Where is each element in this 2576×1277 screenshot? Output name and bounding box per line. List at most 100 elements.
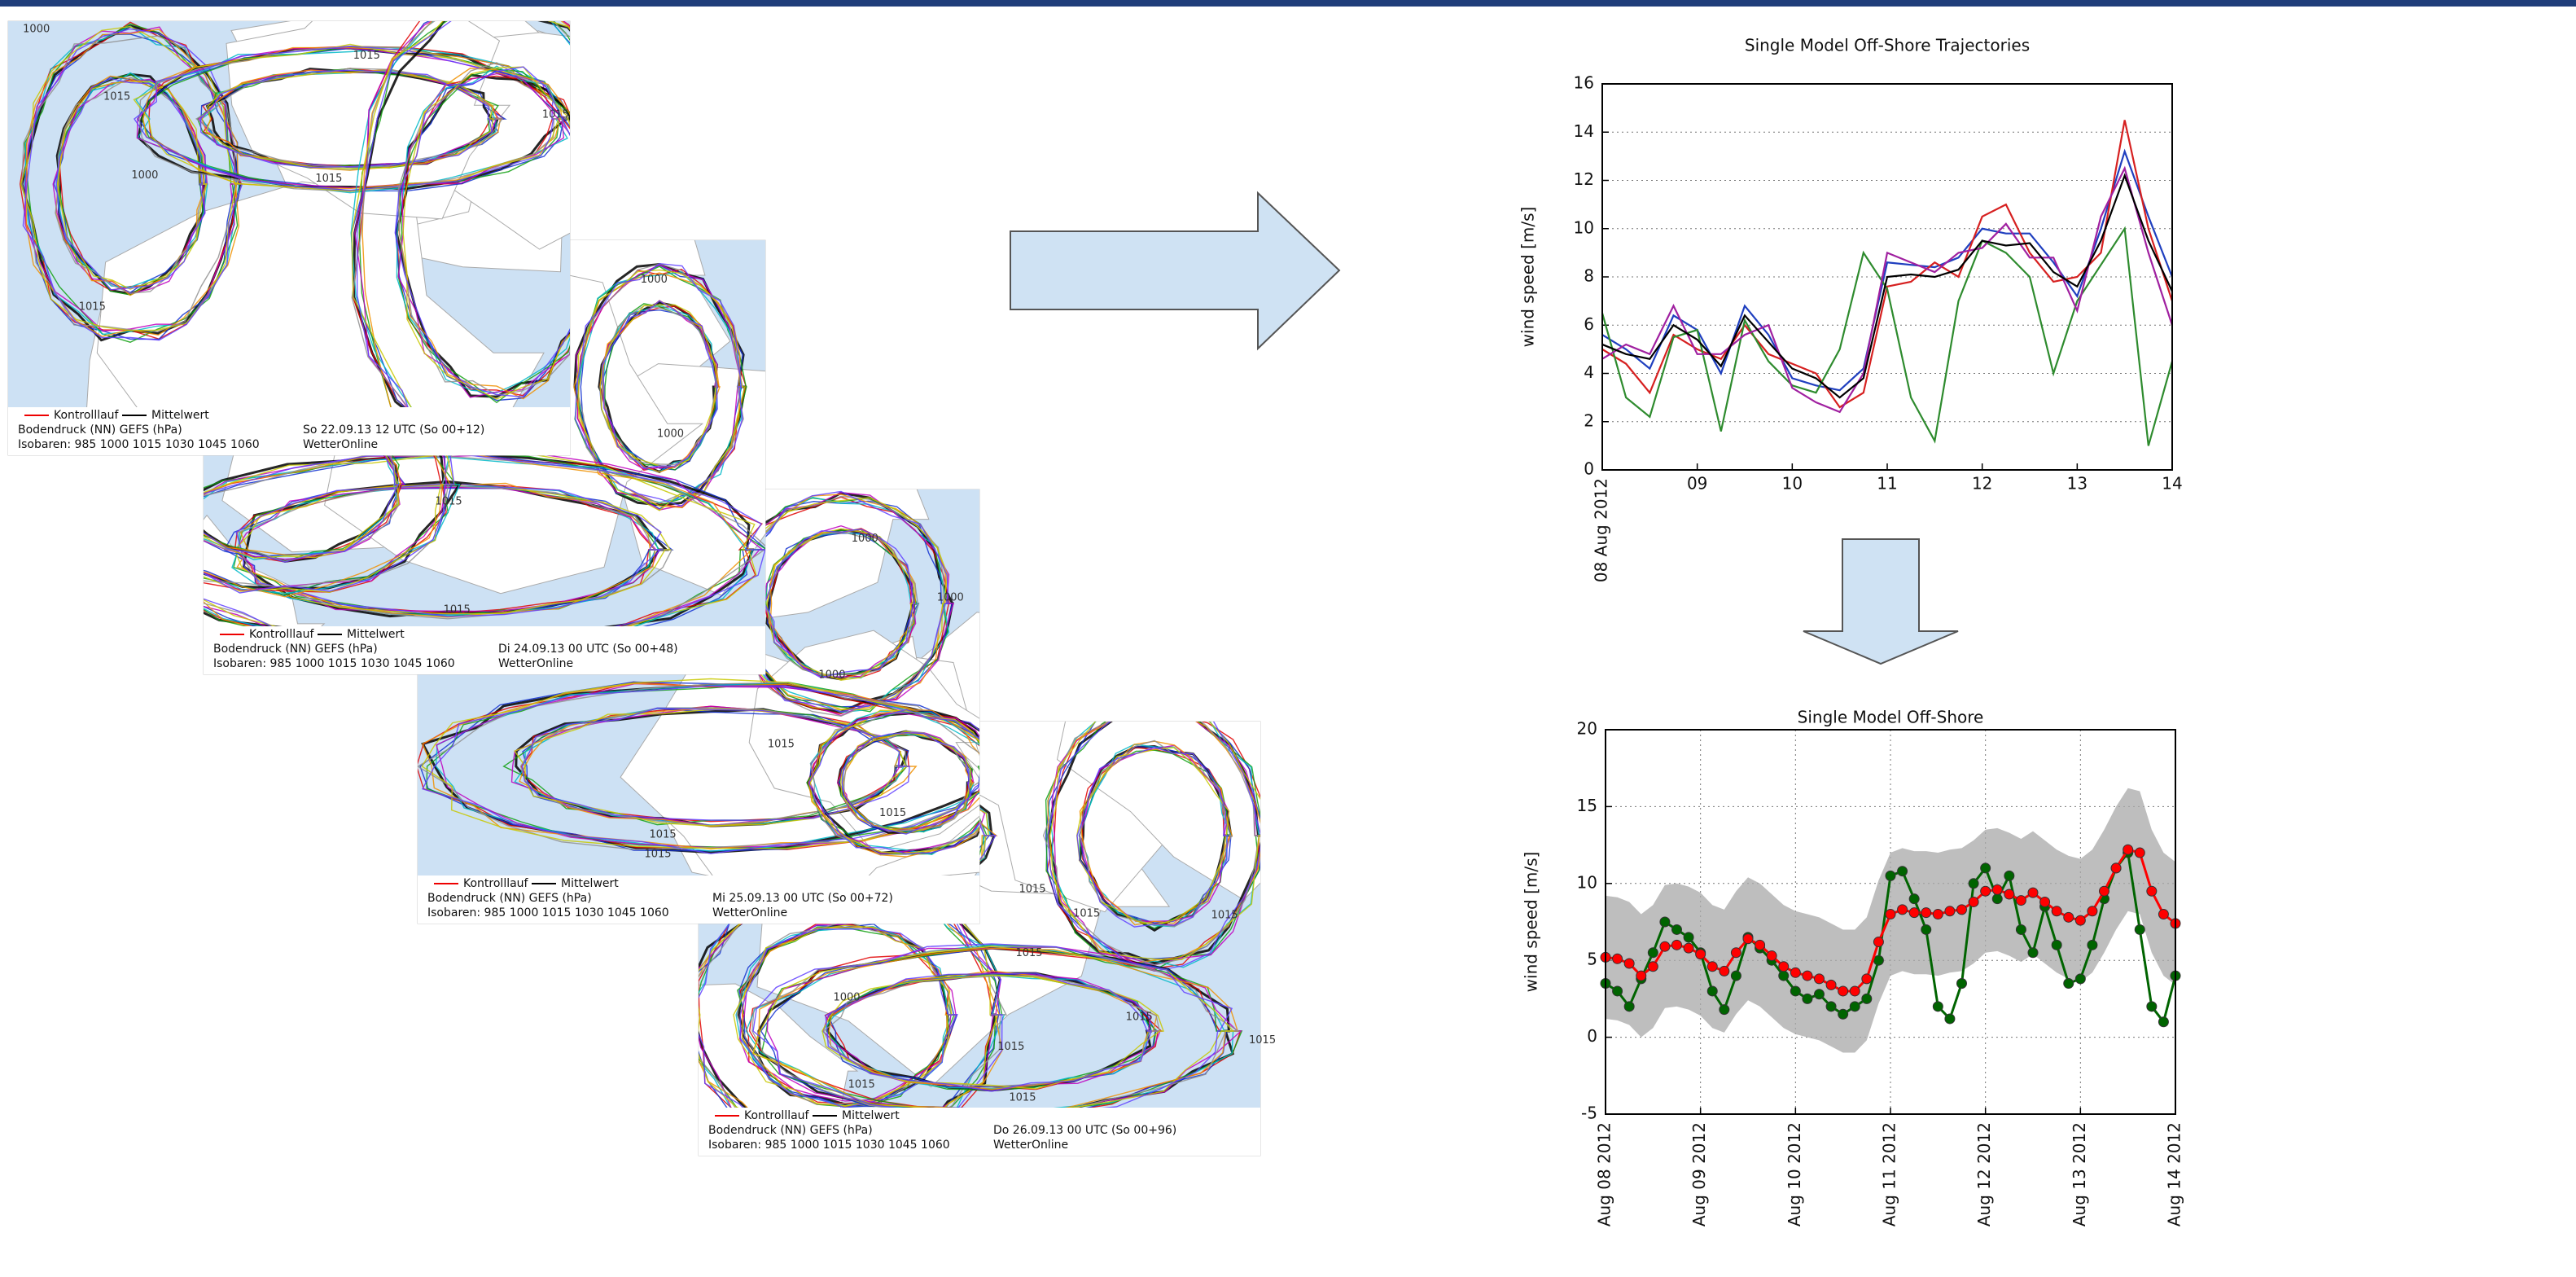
x-tick-label: Aug 11 2012 [1880, 1122, 1899, 1227]
point [1707, 962, 1717, 972]
isobar-label: 1015 [315, 173, 342, 185]
point [1707, 986, 1717, 996]
point [2004, 889, 2014, 899]
x-tick-label: Aug 13 2012 [2070, 1122, 2089, 1227]
isobar-label: 1015 [1015, 947, 1042, 959]
legend-label: Kontrolllauf [249, 628, 315, 641]
isobar-label: 1015 [1019, 883, 1046, 895]
isobar-label: 1015 [997, 1041, 1024, 1053]
isobar-label: 1000 [131, 169, 158, 182]
x-tick-label: 08 Aug 2012 [1592, 478, 1611, 582]
y-tick-label: 10 [1577, 872, 1597, 892]
legend-label: Mittelwert [842, 1109, 900, 1122]
y-tick-label: 2 [1584, 410, 1594, 430]
point [1862, 974, 1872, 984]
point [1909, 894, 1919, 904]
point [2040, 897, 2050, 906]
x-tick-label: 14 [2162, 474, 2182, 494]
map-stack: 1000 1015 1015 1015 1015 1015 1015 1015 1015 1015… [8, 0, 1420, 1176]
legend-label: Mittelwert [561, 877, 619, 890]
isobar-label: 1015 [879, 807, 906, 819]
isobar-label: 1015 [1126, 1012, 1153, 1024]
map-source: WetterOnline [993, 1139, 1068, 1152]
y-tick-label: 14 [1574, 121, 1594, 141]
point [2075, 974, 2085, 984]
point [1826, 1002, 1836, 1012]
point [1992, 884, 2002, 894]
y-tick-label: 6 [1584, 314, 1594, 334]
y-tick-label: -5 [1581, 1104, 1597, 1123]
point [1790, 986, 1800, 996]
isobar-label: 1015 [644, 848, 671, 860]
point [2016, 924, 2026, 934]
isobar-label: 1000 [657, 428, 684, 441]
point [1981, 886, 1991, 896]
map-time: Di 24.09.13 00 UTC (So 00+48) [498, 643, 678, 656]
legend-label: Kontrolllauf [54, 409, 120, 422]
point [1945, 906, 1955, 916]
point [2028, 888, 2038, 897]
point [1826, 980, 1836, 990]
isobar-label: 1000 [641, 274, 668, 286]
y-tick-label: 0 [1587, 1026, 1597, 1046]
x-tick-label: 12 [1972, 474, 1992, 494]
point [2158, 1017, 2168, 1027]
y-tick-label: 15 [1577, 796, 1597, 815]
point [1921, 924, 1931, 934]
point [1672, 924, 1682, 934]
point [1648, 948, 1658, 958]
point [1969, 897, 1978, 906]
point [1898, 867, 1908, 876]
isobar-label: 1015 [103, 90, 130, 103]
point [2088, 906, 2097, 916]
y-tick-label: 20 [1577, 719, 1597, 739]
y-tick-label: 16 [1574, 73, 1594, 93]
point [1636, 971, 1646, 981]
point [1684, 933, 1693, 942]
isobar-label: 1000 [852, 533, 878, 545]
point [2135, 848, 2144, 858]
map-source: WetterOnline [498, 657, 573, 670]
point [2004, 871, 2014, 880]
y-tick-label: 12 [1574, 169, 1594, 189]
point [1767, 951, 1776, 961]
map-time: Mi 25.09.13 00 UTC (So 00+72) [712, 892, 893, 905]
y-tick-label: 5 [1587, 950, 1597, 969]
slide: 1000101510151015101510151015101510151015… [0, 0, 2576, 1277]
point [1790, 968, 1800, 977]
point [1957, 905, 1967, 915]
isobar-label: 1015 [1073, 908, 1100, 920]
point [2028, 948, 2038, 958]
caption: Bodendruck (NN) GEFS (hPa) [18, 423, 182, 437]
point [1933, 910, 1943, 919]
caption: Isobaren: 985 1000 1015 1030 1045 1060 [708, 1139, 950, 1152]
page: {"maps":[ {"legend":["Kontrolllauf","Mit… [0, 0, 2576, 1277]
x-tick-label: 11 [1877, 474, 1897, 494]
point [2075, 915, 2085, 925]
isobar-label: 1000 [937, 592, 964, 604]
point [1648, 962, 1658, 972]
caption: Isobaren: 985 1000 1015 1030 1045 1060 [213, 657, 455, 670]
y-axis-label: wind speed [m/s] [1518, 207, 1538, 348]
x-tick-label: Aug 12 2012 [1974, 1122, 1994, 1227]
point [1779, 971, 1789, 981]
caption: Isobaren: 985 1000 1015 1030 1045 1060 [427, 906, 669, 919]
isobar-label: 1015 [444, 604, 471, 617]
caption: Bodendruck (NN) GEFS (hPa) [427, 892, 592, 905]
y-tick-label: 4 [1584, 362, 1594, 382]
point [1850, 986, 1860, 996]
legend-label: Kontrolllauf [463, 877, 529, 890]
y-tick-label: 0 [1584, 459, 1594, 479]
isobar-label: 1015 [436, 495, 462, 507]
x-tick-label: Aug 10 2012 [1785, 1122, 1804, 1227]
point [2158, 910, 2168, 919]
point [2088, 940, 2097, 950]
point [1613, 986, 1623, 996]
point [1624, 1002, 1634, 1012]
legend-label: Kontrolllauf [744, 1109, 810, 1122]
point [2111, 863, 2121, 873]
point [2100, 886, 2109, 896]
legend-label: Mittelwert [151, 409, 209, 422]
isobar-label: 1015 [542, 109, 569, 121]
point [2123, 845, 2133, 854]
